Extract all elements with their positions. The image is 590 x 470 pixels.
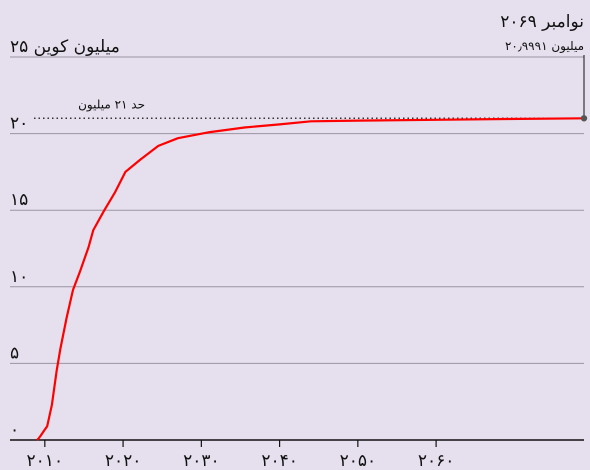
y-tick-label: ۵: [10, 343, 19, 363]
x-tick-label: ۲۰۱۰: [27, 451, 64, 470]
limit-label: حد ۲۱ میلیون: [78, 97, 145, 112]
chart-title: ۲۵ میلیون کوین: [10, 37, 120, 57]
y-tick-label: ۰: [10, 420, 19, 440]
annotation-value: ۲۰٫۹۹۹۱ میلیون: [505, 39, 584, 54]
annotation-marker: [580, 115, 588, 122]
x-tick-label: ۲۰۲۰: [105, 451, 142, 470]
x-tick-label: ۲۰۴۰: [261, 451, 298, 470]
y-tick-label: ۱۰: [10, 267, 28, 287]
supply-series-line: [36, 117, 585, 441]
x-tick-label: ۲۰۶۰: [418, 451, 455, 470]
x-tick-label: ۲۰۳۰: [183, 451, 220, 470]
x-tick-label: ۲۰۵۰: [340, 451, 377, 470]
y-tick-label: ۱۵: [10, 190, 28, 210]
y-tick-label: ۲۰: [10, 114, 28, 134]
annotation-date: نوامبر ۲۰۶۹: [500, 12, 584, 32]
